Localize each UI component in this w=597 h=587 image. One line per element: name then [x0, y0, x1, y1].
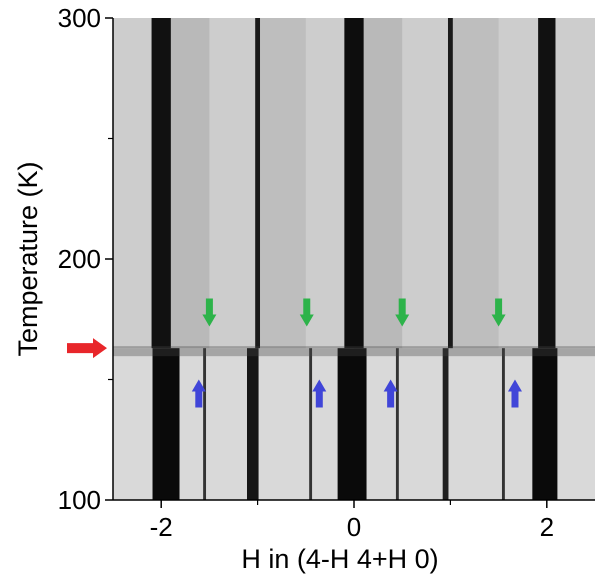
x-tick-label: 2	[540, 512, 554, 542]
y-tick-label: 300	[58, 3, 101, 33]
y-tick-label: 100	[58, 485, 101, 515]
intensity-band	[395, 348, 399, 500]
intensity-band	[309, 348, 313, 500]
intensity-band	[246, 348, 259, 500]
intensity-band	[151, 18, 171, 349]
intensity-band	[538, 18, 556, 349]
arrow-marker	[491, 298, 506, 327]
arrow-marker	[395, 298, 410, 327]
arrow-marker	[507, 379, 522, 408]
transition-strip	[113, 346, 595, 357]
intensity-band	[447, 18, 453, 349]
intensity-band	[152, 348, 180, 500]
arrow-marker	[191, 379, 206, 408]
arrow-marker	[299, 298, 314, 327]
y-axis-label: Temperature (K)	[13, 161, 43, 356]
intensity-band	[337, 348, 367, 500]
x-axis-label: H in (4-H 4+H 0)	[241, 544, 438, 574]
arrow-marker	[383, 379, 398, 408]
intensity-band	[255, 18, 261, 349]
arrow-marker	[202, 298, 217, 327]
x-tick-label: -2	[150, 512, 173, 542]
intensity-band	[442, 348, 449, 500]
intensity-band	[257, 18, 306, 349]
arrow-marker	[312, 379, 327, 408]
intensity-band	[344, 18, 364, 349]
x-tick-label: 0	[347, 512, 361, 542]
intensity-band	[450, 18, 499, 349]
intensity-band	[532, 348, 558, 500]
intensity-band	[203, 348, 207, 500]
y-tick-label: 200	[58, 244, 101, 274]
intensity-band	[501, 348, 505, 500]
transition-arrow	[67, 338, 107, 359]
